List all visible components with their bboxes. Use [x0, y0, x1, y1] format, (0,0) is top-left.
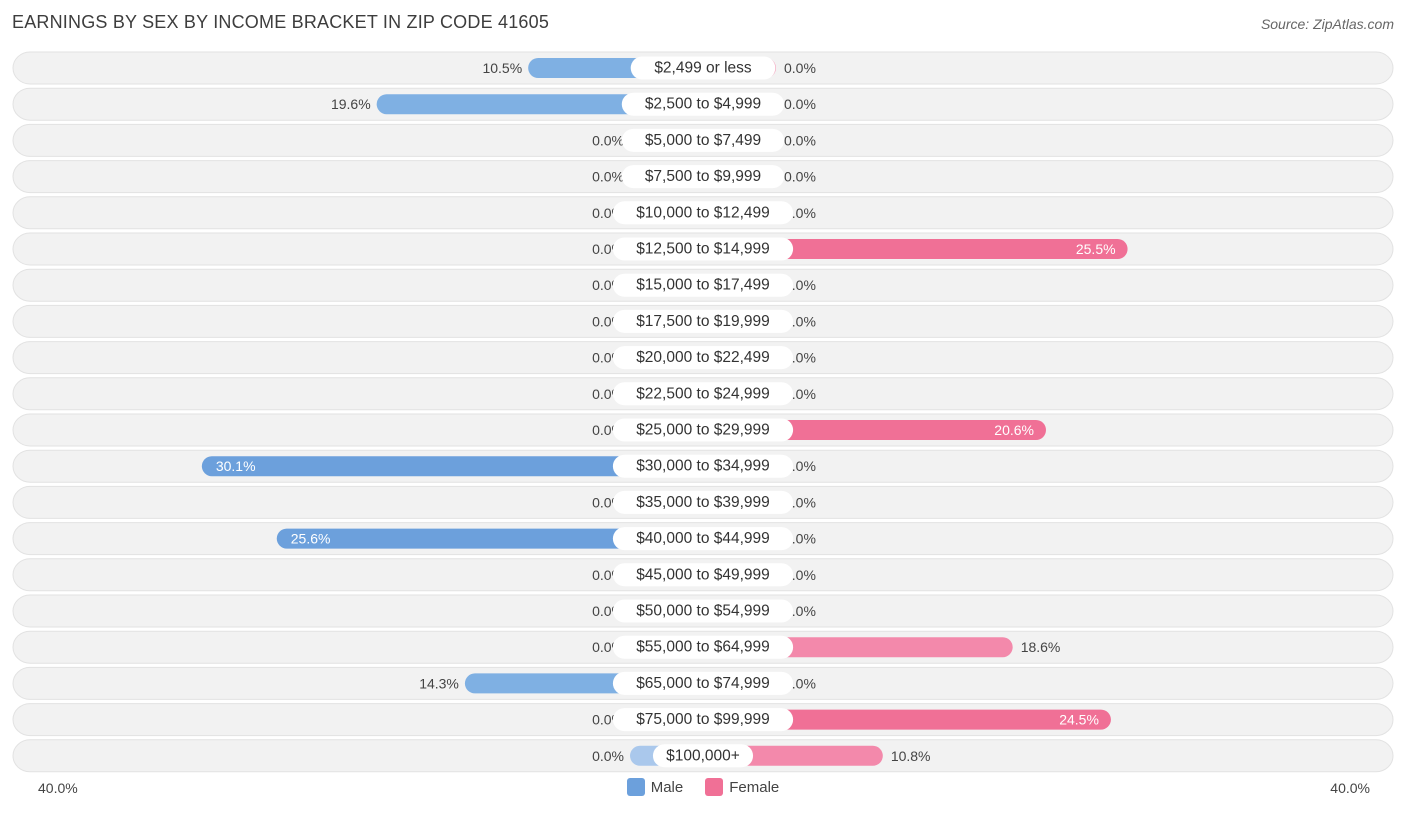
male-value-label: 10.5%: [482, 60, 522, 76]
female-value-label: 0.0%: [784, 132, 816, 148]
bar-female: [703, 239, 1128, 259]
female-value-label: 10.8%: [891, 748, 931, 764]
category-pill: [652, 744, 754, 768]
category-label: $7,500 to $9,999: [645, 168, 761, 185]
male-value-label: 0.0%: [592, 132, 624, 148]
category-pill: [612, 201, 794, 225]
category-label: $2,500 to $4,999: [645, 96, 761, 113]
category-pill: [612, 382, 794, 406]
legend-swatch-male: [626, 778, 645, 796]
category-pill: [612, 635, 794, 659]
category-pill: [612, 237, 794, 261]
category-label: $40,000 to $44,999: [636, 530, 770, 547]
category-label: $55,000 to $64,999: [636, 639, 770, 656]
category-label: $5,000 to $7,499: [645, 132, 761, 149]
category-pill: [612, 454, 794, 478]
category-pill: [612, 418, 794, 442]
female-value-label: 24.5%: [1059, 712, 1099, 728]
female-value-label: 18.6%: [1021, 639, 1061, 655]
female-value-label: 0.0%: [784, 60, 816, 76]
male-value-label: 14.3%: [419, 675, 459, 691]
chart-area: 10.5% 0.0% $2,499 or less 19.6% 0.0% $2,500 t…: [12, 51, 1394, 773]
axis-left-label: 40.0%: [38, 780, 78, 796]
chart-title: EARNINGS BY SEX BY INCOME BRACKET IN ZIP…: [12, 12, 550, 32]
category-label: $2,499 or less: [654, 60, 752, 77]
legend-label-male: Male: [650, 778, 684, 796]
category-label: $22,500 to $24,999: [636, 385, 770, 402]
legend: Male Female: [0, 778, 1406, 796]
category-label: $65,000 to $74,999: [636, 675, 770, 692]
category-label: $100,000+: [666, 747, 740, 764]
female-value-label: 20.6%: [994, 422, 1034, 438]
male-value-label: 25.6%: [291, 531, 331, 547]
legend-item-male: Male: [626, 778, 684, 796]
category-label: $25,000 to $29,999: [636, 422, 770, 439]
category-label: $75,000 to $99,999: [636, 711, 770, 728]
category-pill: [612, 490, 794, 514]
category-pill: [612, 527, 794, 551]
category-pill: [612, 708, 794, 732]
male-value-label: 0.0%: [592, 748, 624, 764]
male-value-label: 0.0%: [592, 169, 624, 185]
category-label: $12,500 to $14,999: [636, 241, 770, 258]
male-value-label: 19.6%: [331, 96, 371, 112]
category-label: $20,000 to $22,499: [636, 349, 770, 366]
axis-right-label: 40.0%: [1330, 780, 1370, 796]
category-pill: [612, 273, 794, 297]
bar-male: [376, 94, 703, 115]
legend-item-female: Female: [705, 778, 779, 796]
category-label: $35,000 to $39,999: [636, 494, 770, 511]
category-pill: [621, 92, 785, 116]
female-value-label: 0.0%: [784, 96, 816, 112]
category-pill: [612, 309, 794, 333]
category-pill: [621, 128, 785, 152]
category-pill: [612, 346, 794, 370]
category-pill: [612, 599, 794, 623]
bar-male: [276, 528, 703, 549]
category-label: $17,500 to $19,999: [636, 313, 770, 330]
legend-label-female: Female: [729, 778, 780, 796]
category-label: $15,000 to $17,499: [636, 277, 770, 294]
category-pill: [630, 56, 776, 80]
female-value-label: 0.0%: [784, 169, 816, 185]
source-label: Source: ZipAtlas.com: [1260, 16, 1394, 32]
category-label: $50,000 to $54,999: [636, 603, 770, 620]
male-value-label: 30.1%: [216, 458, 256, 474]
category-pill: [621, 165, 785, 189]
female-value-label: 25.5%: [1076, 241, 1116, 257]
bar-male: [201, 456, 703, 477]
category-label: $10,000 to $12,499: [636, 204, 770, 221]
category-label: $45,000 to $49,999: [636, 566, 770, 583]
bar-female: [703, 709, 1111, 730]
category-label: $30,000 to $34,999: [636, 458, 770, 475]
category-pill: [612, 671, 794, 695]
category-pill: [612, 563, 794, 587]
legend-swatch-female: [705, 778, 724, 796]
